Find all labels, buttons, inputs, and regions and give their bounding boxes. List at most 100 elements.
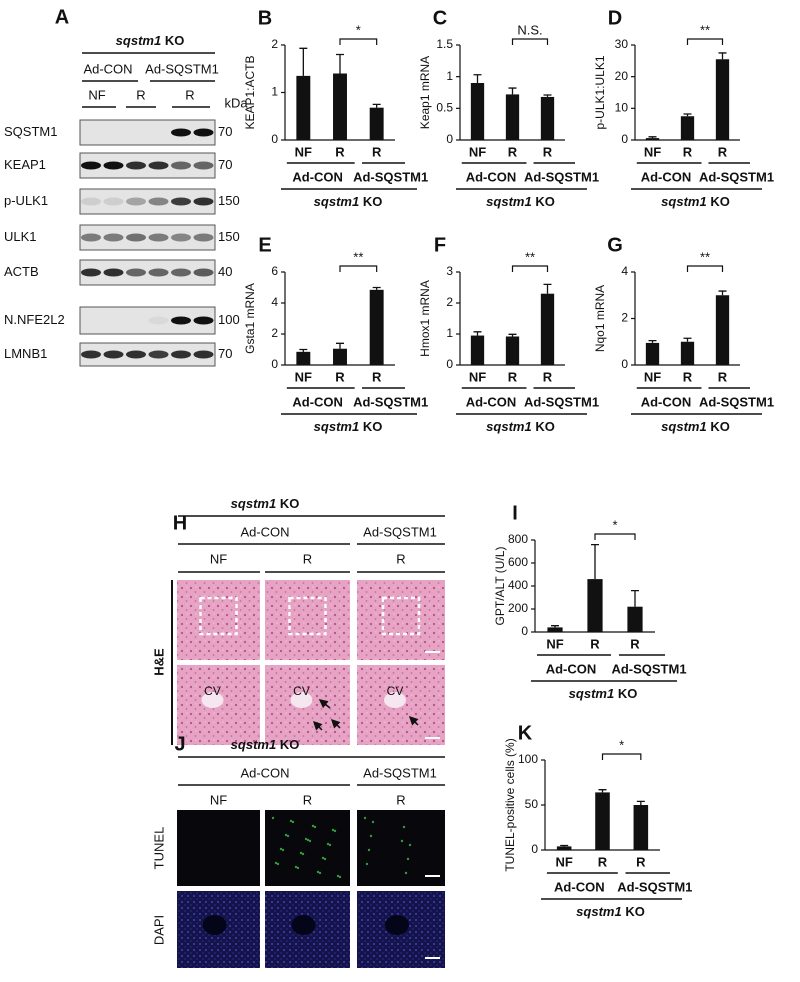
vessel (291, 915, 316, 935)
significance-bracket (686, 38, 724, 45)
genotype-gene: sqstm1 (314, 194, 360, 209)
significance-label: * (612, 517, 617, 532)
genotype-suffix: KO (280, 737, 300, 752)
tunel-dot (331, 828, 335, 832)
bar (296, 351, 311, 365)
tunel-dot (306, 838, 310, 842)
bar (627, 606, 643, 632)
blot-band (103, 350, 124, 359)
panel-letter: A (55, 6, 69, 28)
error-bar (299, 47, 308, 76)
y-tick-label: 0 (531, 842, 538, 856)
y-tick-label: 0 (446, 132, 453, 146)
genotype-gene: sqstm1 (231, 496, 277, 511)
tunel-dot (333, 829, 337, 833)
group-label: Ad-SQSTM1 (611, 661, 686, 676)
genotype-suffix: KO (625, 904, 645, 919)
genotype: sqstm1 KO (116, 33, 185, 48)
genotype: sqstm1 KO (486, 419, 555, 434)
tunel-dot (299, 851, 303, 855)
group-label: Ad-SQSTM1 (145, 61, 219, 76)
x-tick-label: R (543, 369, 553, 384)
panel-letter: B (258, 7, 272, 29)
blot-kda: 40 (218, 264, 232, 279)
bar (296, 75, 311, 140)
genotype: sqstm1 KO (661, 194, 730, 209)
genotype: sqstm1 KO (314, 419, 383, 434)
condition-label: NF (210, 792, 227, 807)
x-tick-label: NF (555, 854, 572, 869)
significance-bracket (511, 38, 549, 45)
error-bar (631, 589, 639, 607)
y-tick-label: 1 (446, 326, 453, 340)
blot-band (171, 268, 191, 277)
y-tick-label: 800 (508, 532, 528, 546)
blot-band (126, 197, 146, 206)
blot-band (171, 161, 191, 170)
blot-band (171, 316, 191, 325)
x-tick-label: NF (644, 369, 661, 384)
group-label: Ad-SQSTM1 (353, 394, 428, 409)
group-label: Ad-CON (641, 394, 692, 409)
y-tick-label: 10 (615, 101, 629, 115)
y-tick-label: 4 (621, 264, 628, 278)
genotype: sqstm1 KO (569, 686, 638, 701)
x-tick-label: R (372, 144, 382, 159)
error-bar (683, 113, 692, 117)
bar (505, 94, 520, 140)
blot-kda: 150 (218, 229, 240, 244)
blot-strip (79, 342, 216, 367)
tunel-dot (363, 816, 367, 820)
y-axis-label: GPT/ALT (U/L) (493, 547, 507, 626)
vessel-label: CV (387, 684, 404, 698)
y-tick-label: 50 (525, 797, 539, 811)
x-tick-label: R (718, 144, 728, 159)
bar (369, 289, 384, 365)
blot-kda: 150 (218, 193, 240, 208)
condition-label: R (396, 792, 405, 807)
significance-label: ** (700, 22, 710, 37)
blot-band (81, 233, 101, 242)
blot-band (81, 197, 101, 206)
unit-label: kDa (224, 95, 248, 110)
tunel-dot (296, 866, 300, 870)
significance-bracket (594, 533, 636, 540)
y-tick-label: 200 (508, 601, 528, 615)
x-tick-label: R (718, 369, 728, 384)
x-tick-label: R (683, 369, 693, 384)
tunel-image (265, 810, 350, 886)
x-tick-label: R (636, 854, 646, 869)
tunel-dot (271, 816, 275, 820)
blot-label: SQSTM1 (4, 124, 57, 139)
y-axis-label: Keap1 mRNA (418, 56, 432, 129)
blot-band (193, 268, 214, 277)
y-tick-label: 3 (446, 264, 453, 278)
blot-band (148, 197, 169, 206)
blot-band (171, 197, 191, 206)
genotype-suffix: KO (618, 686, 638, 701)
x-tick-label: NF (469, 369, 486, 384)
y-axis-label: TUNEL-positive cells (%) (503, 738, 517, 871)
blot-strip (79, 152, 216, 179)
tunel-dot (311, 824, 315, 828)
group-label: Ad-SQSTM1 (524, 394, 599, 409)
blot-kda: 70 (218, 346, 232, 361)
condition-label: R (136, 87, 145, 102)
y-tick-label: 2 (621, 311, 628, 325)
group-label: Ad-SQSTM1 (699, 394, 774, 409)
y-tick-label: 0 (621, 132, 628, 146)
vessel-label: CV (293, 684, 310, 698)
bar (540, 293, 555, 365)
blot-band (103, 268, 124, 277)
zoom-box (199, 596, 238, 636)
condition-label: R (396, 551, 405, 566)
blot-band (148, 316, 169, 325)
group-label: Ad-CON (466, 169, 517, 184)
x-tick-label: NF (546, 636, 563, 651)
tunel-dot (281, 848, 285, 852)
blot-band (148, 268, 169, 277)
error-bar (551, 625, 559, 628)
blot-band (81, 268, 101, 277)
error-bar (648, 136, 657, 139)
genotype: sqstm1 KO (314, 194, 383, 209)
